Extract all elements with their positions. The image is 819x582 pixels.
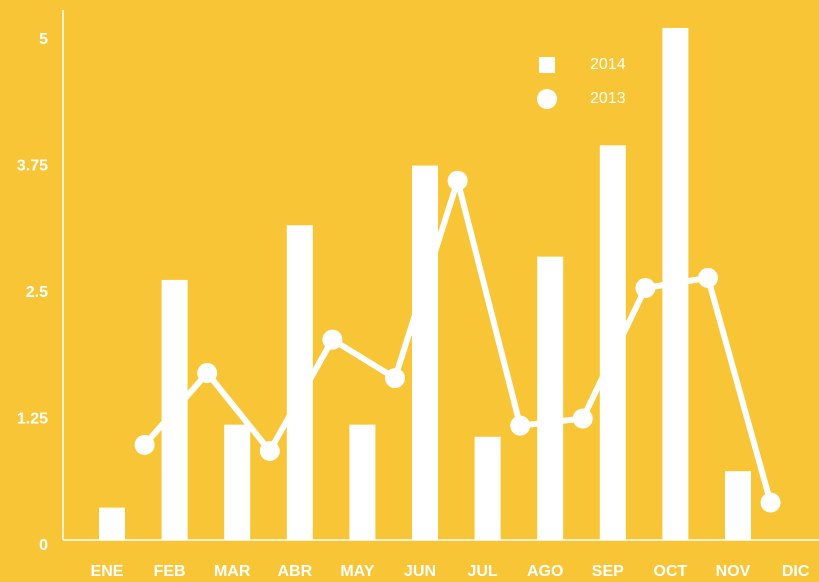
point	[447, 170, 468, 191]
x-tick-label: FEB	[154, 563, 186, 580]
x-tick-label: ABR	[277, 563, 312, 580]
point	[760, 492, 781, 513]
x-tick-label: NOV	[716, 563, 751, 580]
point	[510, 415, 531, 436]
point	[259, 440, 280, 461]
legend-swatch	[537, 89, 557, 109]
point	[322, 329, 343, 350]
y-tick-label: 0	[39, 537, 48, 554]
x-tick-label: OCT	[654, 563, 688, 580]
y-tick-label: 5	[39, 31, 48, 48]
bar	[725, 471, 751, 540]
x-tick-label: SEP	[592, 563, 624, 580]
legend-label: 2013	[590, 90, 626, 107]
bar	[412, 165, 438, 540]
point	[572, 408, 593, 429]
point	[698, 267, 718, 288]
y-tick-label: 1.25	[17, 411, 48, 428]
x-tick-label: MAR	[214, 563, 251, 580]
bar	[99, 507, 125, 540]
bar	[474, 436, 501, 540]
bar	[349, 424, 376, 540]
point	[635, 278, 656, 299]
x-tick-label: ENE	[91, 563, 124, 580]
legend-label: 2014	[590, 56, 626, 73]
x-tick-label: DIC	[782, 563, 810, 580]
x-tick-label: JUL	[467, 563, 497, 580]
x-tick-label: AGO	[527, 563, 563, 580]
legend-swatch	[539, 57, 555, 73]
y-tick-label: 3.75	[17, 158, 48, 175]
bar	[224, 424, 251, 540]
bar	[537, 256, 564, 540]
y-tick-label: 2.5	[26, 284, 48, 301]
x-tick-label: JUN	[404, 563, 436, 580]
point	[134, 434, 155, 455]
point	[385, 368, 405, 389]
x-tick-label: MAY	[340, 563, 374, 580]
point	[197, 363, 218, 384]
